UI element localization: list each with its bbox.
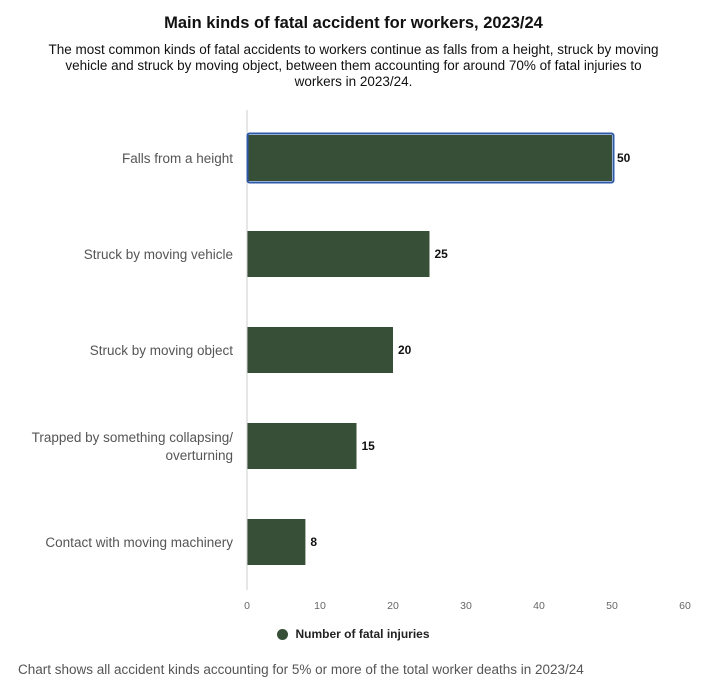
chart-title: Main kinds of fatal accident for workers… xyxy=(164,14,543,32)
bar[interactable] xyxy=(247,423,357,469)
x-tick-label: 0 xyxy=(244,600,250,612)
x-tick-label: 50 xyxy=(606,600,618,612)
legend-label: Number of fatal injuries xyxy=(295,627,430,641)
x-tick-label: 10 xyxy=(314,600,326,612)
bar-chart: 50 Falls from a height 25 Struck by moving … xyxy=(32,110,691,612)
category-label: Struck by moving object xyxy=(90,343,234,358)
chart-legend[interactable]: Number of fatal injuries xyxy=(0,627,707,641)
data-label: 20 xyxy=(398,343,412,357)
chart-subtitle: The most common kinds of fatal accidents… xyxy=(48,42,659,89)
category-label: Struck by moving vehicle xyxy=(84,247,233,262)
x-tick-label: 60 xyxy=(679,600,691,612)
category-label: Falls from a height xyxy=(122,151,233,166)
x-tick-label: 40 xyxy=(533,600,545,612)
bar[interactable] xyxy=(247,135,613,181)
bar[interactable] xyxy=(247,231,430,277)
bar[interactable] xyxy=(247,327,394,373)
bar-highlight-outline xyxy=(246,132,615,184)
data-label: 50 xyxy=(617,151,631,165)
x-tick-label: 20 xyxy=(387,600,399,612)
data-label: 15 xyxy=(362,439,376,453)
data-label: 8 xyxy=(310,535,317,549)
bar[interactable] xyxy=(247,519,306,565)
chart-footnote: Chart shows all accident kinds accountin… xyxy=(18,662,584,677)
legend-swatch xyxy=(277,628,289,640)
data-label: 25 xyxy=(435,247,449,261)
category-label: Contact with moving machinery xyxy=(45,535,233,550)
category-label: Trapped by something collapsing/ xyxy=(32,430,234,445)
category-label: overturning xyxy=(165,448,233,463)
x-tick-label: 30 xyxy=(460,600,472,612)
